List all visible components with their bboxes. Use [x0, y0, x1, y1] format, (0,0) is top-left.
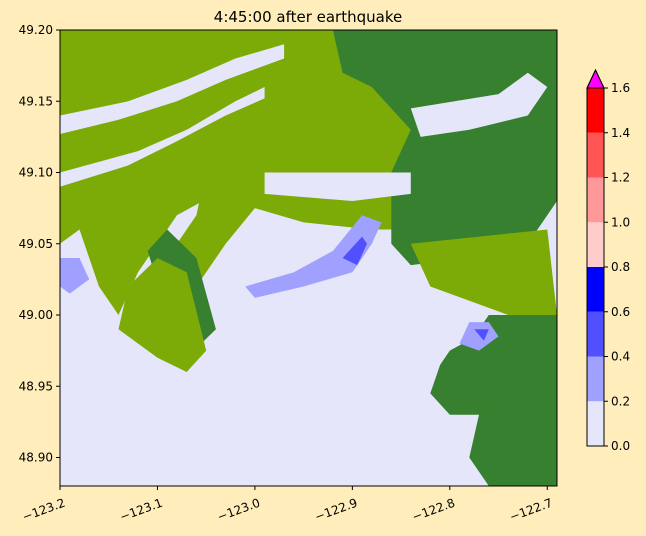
colorbar-outline	[586, 68, 605, 447]
map-layer	[60, 30, 557, 486]
inundation-region	[342, 236, 367, 266]
colorbar-bin	[587, 88, 604, 133]
colorbar-bin	[587, 267, 604, 312]
y-tick-label: 48.95	[19, 379, 53, 393]
river-channel	[264, 172, 411, 201]
plot-frame	[59, 29, 558, 487]
colorbar-bin	[587, 222, 604, 267]
land-region-low	[410, 229, 557, 315]
colorbar-tick-label: 0.0	[611, 439, 630, 453]
chart-title: 4:45:00 after earthquake	[214, 8, 402, 26]
inundation-region	[474, 329, 489, 341]
land-region-high	[430, 329, 548, 415]
colorbar: 0.0 0.2 0.4 0.6 0.8 1.0 1.2 1.4 1.6	[586, 68, 630, 453]
colorbar-bin	[587, 311, 604, 357]
colorbar-tick-label: 1.6	[611, 81, 630, 95]
y-tick-label: 49.00	[19, 308, 53, 322]
colorbar-bin	[587, 356, 604, 402]
river-channel	[60, 44, 285, 134]
inundation-region	[459, 322, 499, 351]
colorbar-bin	[587, 177, 604, 223]
inundation-region	[245, 215, 382, 298]
colorbar-tick-label: 1.2	[611, 171, 630, 185]
river-channel	[410, 72, 548, 137]
y-axis: 48.90 48.95 49.00 49.05 49.10 49.15 49.20	[19, 23, 60, 465]
colorbar-tick-label: 0.4	[611, 350, 630, 364]
y-tick-label: 48.90	[19, 451, 53, 465]
colorbar-bin	[587, 401, 604, 446]
y-tick-label: 49.15	[19, 94, 53, 108]
colorbar-tick-label: 0.2	[611, 394, 630, 408]
colorbar-bin	[587, 132, 604, 178]
inundation-region	[60, 258, 90, 294]
colorbar-tick-label: 0.6	[611, 305, 630, 319]
colorbar-tick-label: 1.4	[611, 126, 630, 140]
y-tick-label: 49.05	[19, 237, 53, 251]
land-region-low	[118, 258, 207, 372]
river-channel	[60, 87, 265, 187]
y-tick-label: 49.10	[19, 166, 53, 180]
plot-area	[59, 29, 558, 487]
y-tick-label: 49.20	[19, 23, 53, 37]
colorbar-tick-label: 0.8	[611, 260, 630, 274]
colorbar-tick-label: 1.0	[611, 215, 630, 229]
